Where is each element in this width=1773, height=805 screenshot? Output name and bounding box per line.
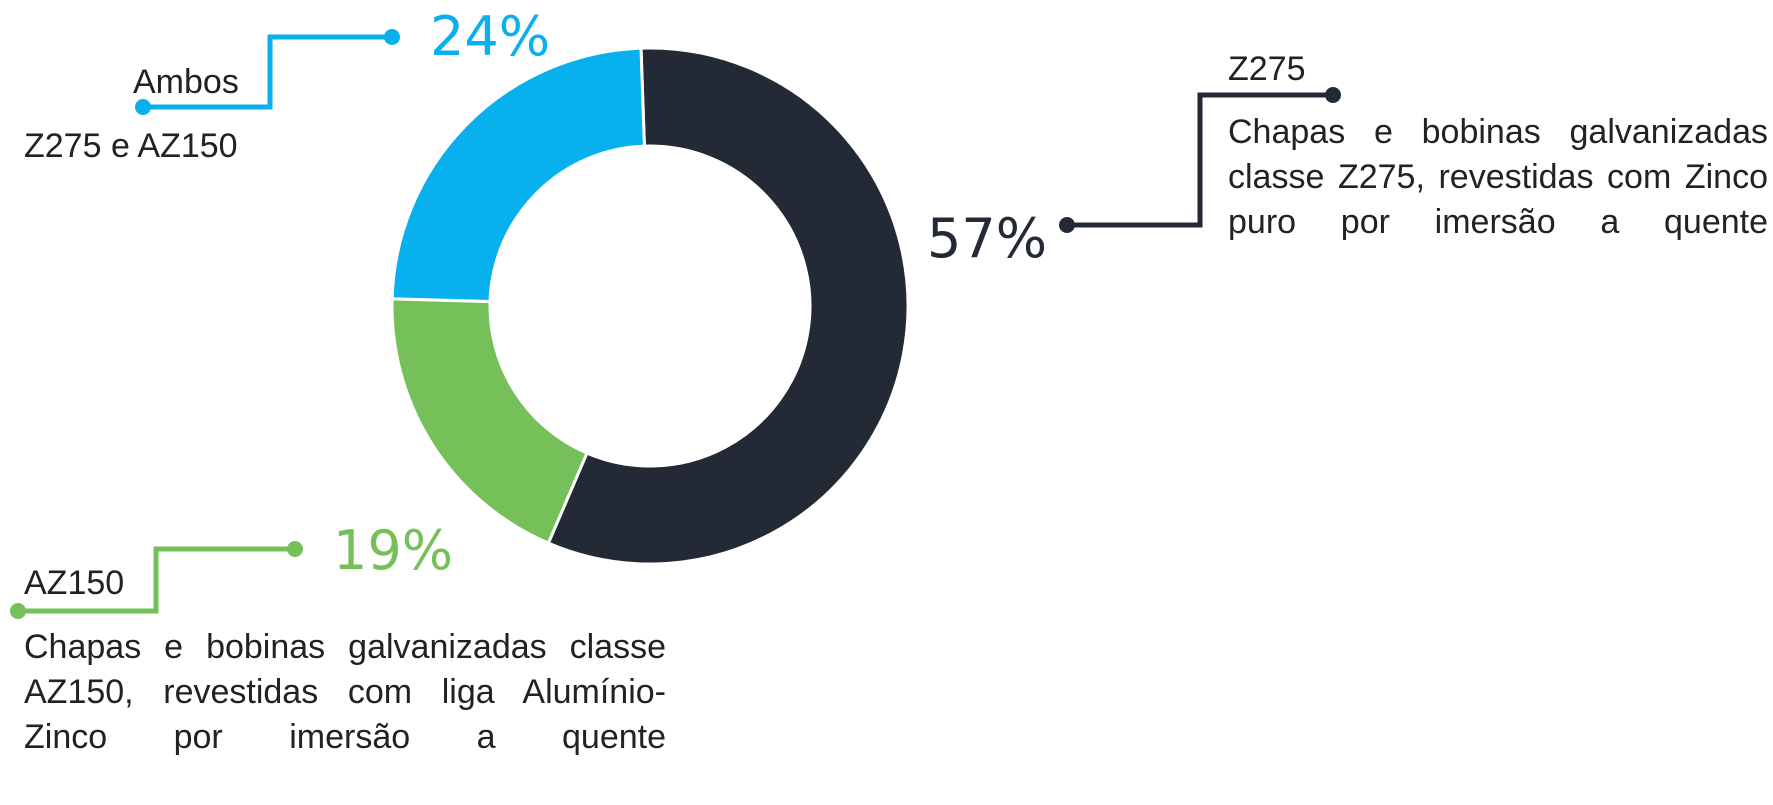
category-description-az150: Chapas e bobinas galvanizadas classe AZ1… bbox=[24, 628, 666, 756]
callout-line-az150 bbox=[18, 546, 295, 614]
slice-label-ambos: 24% bbox=[430, 5, 550, 68]
callout-dot-az150-start bbox=[10, 603, 26, 619]
chart-canvas: 24% Ambos Z275 e AZ150 57% Z275 19% AZ15… bbox=[10, 5, 1768, 756]
callout-dot-az150-end bbox=[287, 541, 303, 557]
callout-line-ambos bbox=[143, 34, 392, 110]
callout-dot-z275-start bbox=[1059, 217, 1075, 233]
category-description-ambos: Z275 e AZ150 bbox=[24, 127, 238, 165]
category-label-az150: AZ150 bbox=[24, 564, 124, 602]
slice-z275 bbox=[546, 46, 910, 566]
slice-label-z275: 57% bbox=[927, 207, 1047, 270]
donut-chart: 24% Ambos Z275 e AZ150 57% Z275 19% AZ15… bbox=[10, 5, 1341, 619]
category-description-z275: Chapas e bobinas galvanizadas classe Z27… bbox=[1228, 113, 1768, 241]
slice-ambos bbox=[390, 46, 646, 304]
slice-az150 bbox=[390, 297, 589, 546]
callout-dot-z275-end bbox=[1325, 87, 1341, 103]
callout-dot-ambos-start bbox=[135, 99, 151, 115]
callout-dot-ambos-end bbox=[384, 29, 400, 45]
slice-label-az150: 19% bbox=[333, 519, 453, 582]
callout-line-z275 bbox=[1067, 92, 1333, 228]
slices-group bbox=[390, 46, 910, 566]
category-label-ambos: Ambos bbox=[133, 63, 239, 101]
category-label-z275: Z275 bbox=[1228, 50, 1306, 88]
